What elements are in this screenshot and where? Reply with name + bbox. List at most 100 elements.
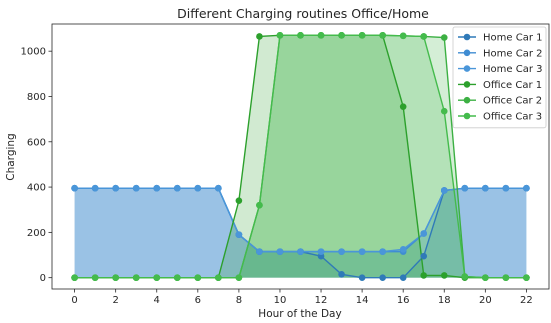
legend: Home Car 1 Home Car 2 Home Car 3 Office Car… [452, 26, 547, 129]
point-office-car-3-6 [194, 274, 202, 281]
legend-label-office-car-3: Office Car 3 [483, 112, 542, 123]
point-home-car-3-16 [399, 246, 407, 253]
point-office-car-3-10 [276, 32, 284, 39]
x-tick-label: 6 [195, 295, 201, 306]
point-home-car-3-12 [317, 248, 325, 255]
point-home-car-3-2 [112, 184, 119, 192]
point-office-car-3-16 [399, 32, 407, 40]
point-home-car-3-8 [235, 231, 243, 238]
point-office-car-2-18 [440, 34, 448, 41]
x-tick-label: 10 [274, 295, 287, 306]
point-home-car-3-22 [523, 184, 530, 192]
point-office-car-3-4 [153, 274, 161, 281]
x-tick-label: 16 [397, 295, 410, 306]
point-home-car-3-3 [132, 184, 140, 192]
x-tick-label: 2 [112, 295, 118, 306]
x-tick-label: 22 [520, 295, 533, 306]
point-home-car-1-17 [420, 252, 428, 260]
point-home-car-3-4 [153, 184, 161, 192]
point-office-car-1-17 [420, 272, 428, 279]
point-home-car-3-0 [71, 184, 78, 192]
point-office-car-1-18 [440, 272, 448, 279]
y-tick-label: 1000 [21, 47, 46, 58]
point-home-car-3-17 [420, 230, 428, 237]
legend-marker-home-car-3 [463, 65, 471, 72]
point-home-car-3-11 [297, 248, 304, 255]
point-home-car-1-15 [379, 274, 386, 281]
legend-label-home-car-1: Home Car 1 [483, 33, 542, 44]
x-tick-label: 12 [315, 295, 328, 306]
area-home-car-1 [74, 188, 527, 278]
legend-label-home-car-2: Home Car 2 [483, 48, 542, 59]
legend-marker-home-car-2 [463, 49, 471, 57]
legend-label-office-car-1: Office Car 1 [483, 80, 542, 91]
x-axis-label: Hour of the Day [258, 308, 341, 320]
plot-frame [51, 23, 550, 290]
point-office-car-3-22 [523, 274, 530, 281]
point-office-car-1-8 [235, 197, 243, 204]
point-office-car-3-13 [338, 32, 345, 39]
point-office-car-3-17 [420, 33, 428, 40]
area-office-car-1 [74, 35, 527, 278]
x-tick-label: 4 [154, 295, 160, 306]
point-office-car-1-16 [399, 103, 407, 110]
legend-box [452, 26, 547, 129]
point-office-car-3-5 [173, 274, 181, 281]
point-office-car-3-12 [317, 32, 325, 39]
point-home-car-3-5 [173, 184, 181, 192]
y-tick-label: 800 [27, 92, 46, 103]
point-office-car-3-8 [235, 274, 243, 281]
point-office-car-3-21 [502, 274, 510, 281]
legend-marker-office-car-2 [463, 96, 471, 104]
point-home-car-3-1 [91, 184, 99, 192]
point-office-car-3-11 [297, 32, 304, 39]
point-home-car-3-15 [379, 248, 386, 255]
point-home-car-3-9 [256, 248, 263, 255]
point-home-car-3-21 [502, 184, 510, 192]
x-tick-label: 14 [356, 295, 369, 306]
point-office-car-1-9 [256, 33, 263, 40]
point-office-car-3-20 [482, 274, 489, 281]
point-home-car-3-20 [482, 184, 489, 192]
point-home-car-3-7 [215, 184, 222, 192]
area-office-car-3 [74, 35, 527, 278]
legend-label-home-car-3: Home Car 3 [483, 64, 542, 75]
y-tick-label: 400 [27, 183, 46, 194]
point-office-car-3-7 [215, 274, 222, 281]
x-tick-label: 20 [479, 295, 492, 306]
point-home-car-3-10 [276, 248, 284, 255]
point-office-car-3-1 [91, 274, 99, 281]
area-office-car-2 [74, 35, 527, 278]
point-home-car-1-14 [358, 274, 366, 281]
point-home-car-3-19 [461, 184, 469, 192]
point-home-car-3-13 [338, 248, 345, 255]
point-office-car-3-3 [132, 274, 140, 281]
legend-marker-home-car-1 [463, 33, 471, 41]
point-office-car-3-18 [440, 107, 448, 115]
x-tick-label: 0 [71, 295, 77, 306]
area-home-car-2 [74, 188, 527, 278]
y-axis-label: Charging [5, 133, 17, 180]
y-tick-label: 600 [27, 137, 46, 148]
point-home-car-1-13 [338, 270, 345, 278]
point-home-car-1-16 [399, 274, 407, 281]
area-home-car-3 [74, 188, 527, 278]
x-tick-label: 18 [438, 295, 451, 306]
point-home-car-3-18 [440, 187, 448, 194]
legend-marker-office-car-3 [463, 112, 471, 120]
y-tick-label: 200 [27, 228, 46, 239]
point-office-car-3-2 [112, 274, 119, 281]
legend-label-office-car-2: Office Car 2 [483, 96, 542, 107]
y-tick-label: 0 [40, 273, 46, 284]
point-office-car-3-14 [358, 32, 366, 39]
point-office-car-3-15 [379, 32, 386, 39]
point-office-car-3-19 [461, 273, 469, 280]
point-office-car-3-9 [256, 201, 263, 209]
legend-marker-office-car-1 [463, 81, 471, 88]
chart-title: Different Charging routines Office/Home [177, 6, 429, 21]
point-home-car-3-14 [358, 248, 366, 255]
point-home-car-3-6 [194, 184, 202, 192]
point-home-car-1-12 [317, 252, 325, 260]
point-office-car-3-0 [71, 274, 78, 281]
